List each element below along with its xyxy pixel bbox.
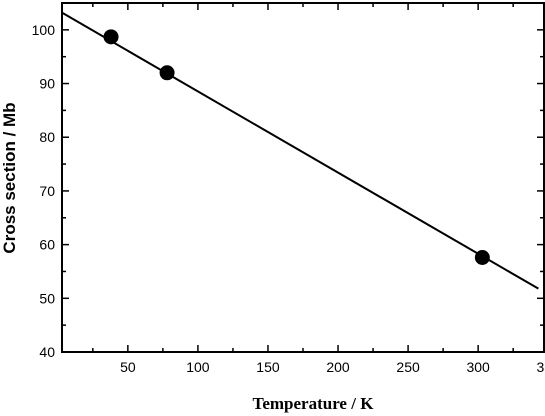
x-tick-label: 300 (466, 359, 490, 375)
y-tick-label: 100 (32, 22, 56, 38)
series-line (61, 11, 539, 290)
data-point (159, 65, 175, 81)
x-tick-label: 350 (537, 359, 545, 375)
tick-labels: 50 100 150 200 250 300 350 40 50 60 70 80 90 100 (32, 22, 545, 375)
x-tick-label: 150 (256, 359, 280, 375)
y-tick-label: 80 (39, 129, 55, 145)
x-tick-label: 250 (396, 359, 420, 375)
data-point (474, 250, 490, 266)
x-axis-title: Temperature / K (253, 394, 375, 413)
y-tick-label: 40 (39, 344, 55, 360)
series-points (103, 29, 490, 266)
y-axis-title: Cross section / Mb (0, 102, 19, 253)
y-tick-label: 70 (39, 183, 55, 199)
ticks (62, 2, 544, 353)
x-tick-label: 50 (120, 359, 136, 375)
fit-line (61, 11, 539, 290)
y-tick-label: 90 (39, 76, 55, 92)
y-tick-label: 60 (39, 237, 55, 253)
x-tick-label: 200 (326, 359, 350, 375)
y-tick-label: 50 (39, 290, 55, 306)
data-point (103, 29, 119, 45)
x-tick-label: 100 (186, 359, 210, 375)
